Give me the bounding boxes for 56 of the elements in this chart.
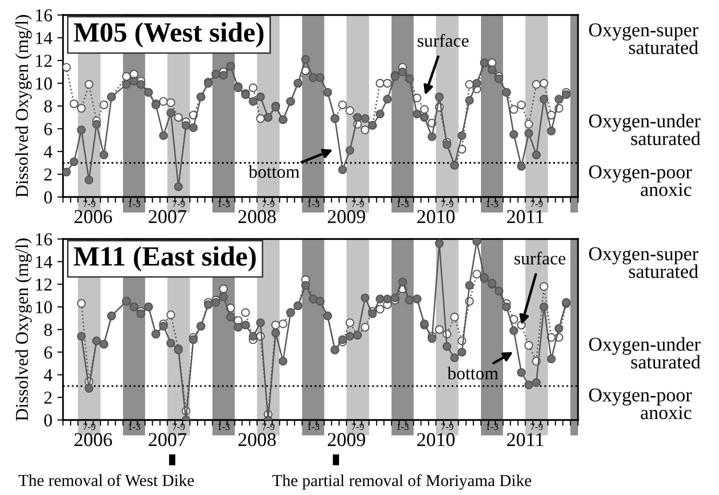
y-tick-label: 4 (44, 369, 52, 382)
annotation: surface (514, 252, 566, 265)
x-tick-label: 2008 (238, 210, 276, 224)
band-label: 7-9 (262, 200, 274, 208)
y-tick-label: 16 (36, 9, 52, 22)
y-axis-title: Dissolved Oxygen (mg/l) (15, 15, 32, 198)
band-label: 1-3 (396, 424, 409, 430)
band-label: 1-3 (128, 424, 140, 430)
annotation: bottom (447, 366, 498, 380)
y-tick-label: 2 (44, 392, 52, 404)
y-tick-label: 8 (44, 100, 52, 112)
y-tick-label: 14 (36, 32, 52, 44)
text: The removal of West Dike (18, 474, 194, 486)
y-tick-label: 0 (44, 414, 52, 426)
text: Oxygen-under saturated (589, 337, 700, 369)
x-tick-label: 2006 (74, 433, 112, 446)
chart-title: M11 (East side) (74, 246, 256, 272)
chart-title: M05 (West side) (74, 22, 264, 48)
band-label: 1-3 (128, 200, 140, 208)
y-tick-label: 10 (36, 78, 52, 90)
text: Oxygen-poor anoxic (589, 165, 692, 196)
x-tick-label: 2011 (507, 433, 544, 446)
band-label: 1-3 (308, 200, 320, 208)
band-label: 7-9 (262, 424, 274, 430)
text: Oxygen-super saturated (589, 23, 698, 54)
x-tick-label: 2006 (74, 210, 112, 224)
band-label: 1-3 (486, 424, 498, 430)
text: The partial removal of Moriyama Dike (272, 474, 532, 490)
annotation: bottom (248, 165, 300, 178)
y-tick-label: 8 (44, 324, 52, 336)
x-tick-label: 2007 (148, 433, 186, 446)
band-label: 1-3 (486, 200, 498, 208)
y-tick-label: 12 (36, 278, 52, 291)
band-label: 1-3 (396, 200, 409, 208)
text: Oxygen-poor anoxic (589, 388, 692, 420)
x-tick-label: 2010 (417, 433, 455, 446)
x-tick-label: 2008 (238, 433, 276, 446)
text: Oxygen-under saturated (589, 114, 700, 146)
x-tick-label: 2007 (148, 210, 186, 224)
x-tick-label: 2009 (328, 433, 366, 446)
y-tick-label: 16 (36, 233, 52, 246)
annotation: surface (418, 34, 469, 47)
x-tick-label: 2010 (417, 210, 455, 224)
y-tick-label: 12 (36, 54, 52, 67)
y-axis-title: Dissolved Oxygen (mg/l) (15, 238, 32, 421)
x-tick-label: 2011 (507, 210, 544, 224)
text: Oxygen-super saturated (589, 247, 698, 278)
y-tick-label: 4 (44, 146, 52, 158)
y-tick-label: 6 (44, 346, 52, 359)
y-tick-label: 2 (44, 168, 52, 181)
band-label: 1-3 (308, 424, 320, 430)
x-tick-label: 2009 (328, 210, 366, 224)
y-tick-label: 14 (36, 256, 52, 268)
y-tick-label: 0 (44, 191, 52, 204)
y-tick-label: 6 (44, 123, 52, 136)
y-tick-label: 10 (36, 301, 52, 314)
